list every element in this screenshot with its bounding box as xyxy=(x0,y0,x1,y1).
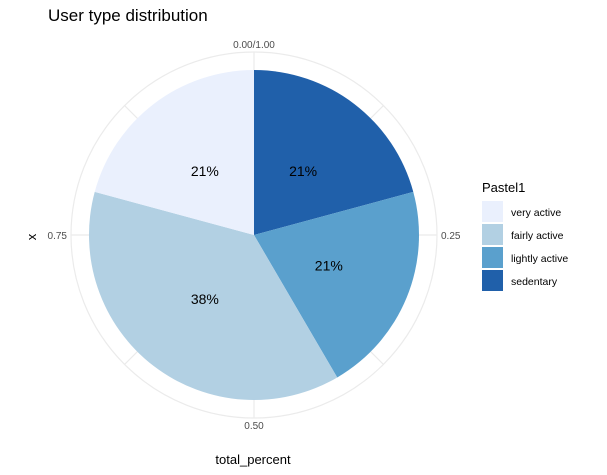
slice-labels: 21% 21% 38% 21% xyxy=(191,163,343,307)
y-axis-label: x xyxy=(24,233,39,240)
angle-tick-label: 0.00/1.00 xyxy=(233,40,275,51)
pie-slice-fairly-active xyxy=(88,191,338,400)
pie-slices xyxy=(88,70,420,400)
slice-label: 21% xyxy=(289,163,317,179)
legend-title: Pastel1 xyxy=(482,180,525,195)
legend-swatch xyxy=(482,224,503,245)
legend-label: very active xyxy=(511,207,561,219)
pie-slice-very-active xyxy=(94,70,254,235)
chart-title: User type distribution xyxy=(48,6,208,25)
angle-tick-label: 0.50 xyxy=(244,421,264,432)
slice-label: 21% xyxy=(315,258,343,274)
angle-tick-label: 0.25 xyxy=(441,231,461,242)
legend-label: lightly active xyxy=(511,253,568,265)
angle-tick-label: 0.75 xyxy=(48,231,68,242)
pie-slice-lightly-active xyxy=(254,191,420,378)
legend-label: fairly active xyxy=(511,230,564,242)
pie-slice-sedentary xyxy=(254,70,414,235)
angle-tick-labels: 0.00/1.00 0.25 0.50 0.75 xyxy=(48,40,461,432)
x-axis-label: total_percent xyxy=(215,452,291,467)
slice-label: 21% xyxy=(191,163,219,179)
legend-swatch xyxy=(482,270,503,291)
legend-label: sedentary xyxy=(511,276,558,288)
legend: Pastel1 very active fairly active lightly … xyxy=(482,180,568,291)
legend-swatch xyxy=(482,247,503,268)
slice-label: 38% xyxy=(191,291,219,307)
legend-swatch xyxy=(482,201,503,222)
